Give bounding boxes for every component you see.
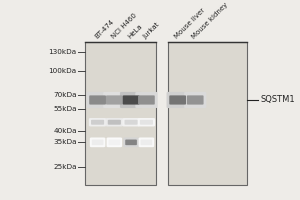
- FancyBboxPatch shape: [90, 137, 105, 147]
- Bar: [168, 42, 247, 185]
- Text: BT-474: BT-474: [93, 19, 115, 40]
- Text: 70kDa: 70kDa: [53, 92, 77, 98]
- FancyBboxPatch shape: [91, 120, 104, 125]
- FancyBboxPatch shape: [123, 137, 139, 147]
- FancyBboxPatch shape: [120, 92, 142, 108]
- FancyBboxPatch shape: [125, 140, 137, 145]
- Text: 55kDa: 55kDa: [53, 106, 77, 112]
- FancyBboxPatch shape: [138, 118, 155, 126]
- FancyBboxPatch shape: [139, 137, 154, 147]
- Text: Mouse kidney: Mouse kidney: [191, 2, 229, 40]
- FancyBboxPatch shape: [123, 95, 140, 105]
- FancyBboxPatch shape: [86, 92, 109, 108]
- Text: NCI H460: NCI H460: [110, 13, 138, 40]
- Text: 25kDa: 25kDa: [53, 164, 77, 170]
- FancyBboxPatch shape: [106, 118, 123, 126]
- Text: 100kDa: 100kDa: [49, 68, 77, 74]
- Text: Jurkat: Jurkat: [142, 22, 161, 40]
- FancyBboxPatch shape: [103, 92, 125, 108]
- Text: Mouse liver: Mouse liver: [173, 8, 206, 40]
- FancyBboxPatch shape: [106, 137, 122, 147]
- FancyBboxPatch shape: [169, 95, 186, 105]
- FancyBboxPatch shape: [187, 95, 204, 105]
- Bar: [85, 42, 156, 185]
- FancyBboxPatch shape: [184, 92, 206, 108]
- Text: 130kDa: 130kDa: [49, 49, 77, 55]
- Text: 40kDa: 40kDa: [53, 128, 77, 134]
- FancyBboxPatch shape: [106, 95, 123, 105]
- FancyBboxPatch shape: [167, 92, 189, 108]
- Text: SQSTM1: SQSTM1: [261, 95, 296, 104]
- FancyBboxPatch shape: [89, 95, 106, 105]
- FancyBboxPatch shape: [140, 120, 153, 125]
- FancyBboxPatch shape: [135, 92, 158, 108]
- FancyBboxPatch shape: [89, 118, 106, 126]
- Text: 35kDa: 35kDa: [53, 139, 77, 145]
- FancyBboxPatch shape: [122, 118, 140, 126]
- FancyBboxPatch shape: [141, 140, 152, 145]
- FancyBboxPatch shape: [108, 120, 121, 125]
- Text: HeLa: HeLa: [127, 23, 143, 40]
- FancyBboxPatch shape: [109, 140, 120, 145]
- FancyBboxPatch shape: [138, 95, 155, 105]
- FancyBboxPatch shape: [92, 140, 103, 145]
- FancyBboxPatch shape: [124, 120, 138, 125]
